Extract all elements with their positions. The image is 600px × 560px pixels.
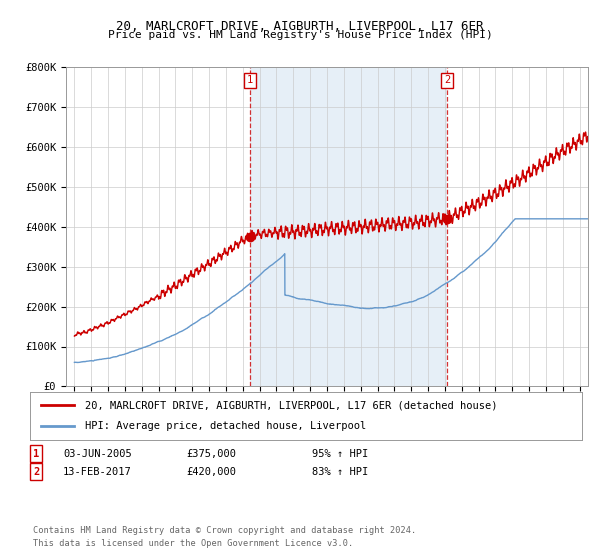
Text: This data is licensed under the Open Government Licence v3.0.: This data is licensed under the Open Gov… (33, 539, 353, 548)
Text: 95% ↑ HPI: 95% ↑ HPI (312, 449, 368, 459)
Text: 03-JUN-2005: 03-JUN-2005 (63, 449, 132, 459)
Text: HPI: Average price, detached house, Liverpool: HPI: Average price, detached house, Live… (85, 421, 367, 431)
Text: 20, MARLCROFT DRIVE, AIGBURTH, LIVERPOOL, L17 6ER (detached house): 20, MARLCROFT DRIVE, AIGBURTH, LIVERPOOL… (85, 400, 498, 410)
Text: 2: 2 (33, 466, 39, 477)
Text: 2: 2 (444, 75, 450, 85)
Text: 1: 1 (33, 449, 39, 459)
Text: 13-FEB-2017: 13-FEB-2017 (63, 466, 132, 477)
Text: Price paid vs. HM Land Registry's House Price Index (HPI): Price paid vs. HM Land Registry's House … (107, 30, 493, 40)
Text: £420,000: £420,000 (186, 466, 236, 477)
Text: 1: 1 (247, 75, 253, 85)
Text: Contains HM Land Registry data © Crown copyright and database right 2024.: Contains HM Land Registry data © Crown c… (33, 526, 416, 535)
Text: 20, MARLCROFT DRIVE, AIGBURTH, LIVERPOOL, L17 6ER: 20, MARLCROFT DRIVE, AIGBURTH, LIVERPOOL… (116, 20, 484, 32)
Bar (250, 67, 447, 386)
Text: 83% ↑ HPI: 83% ↑ HPI (312, 466, 368, 477)
Text: £375,000: £375,000 (186, 449, 236, 459)
